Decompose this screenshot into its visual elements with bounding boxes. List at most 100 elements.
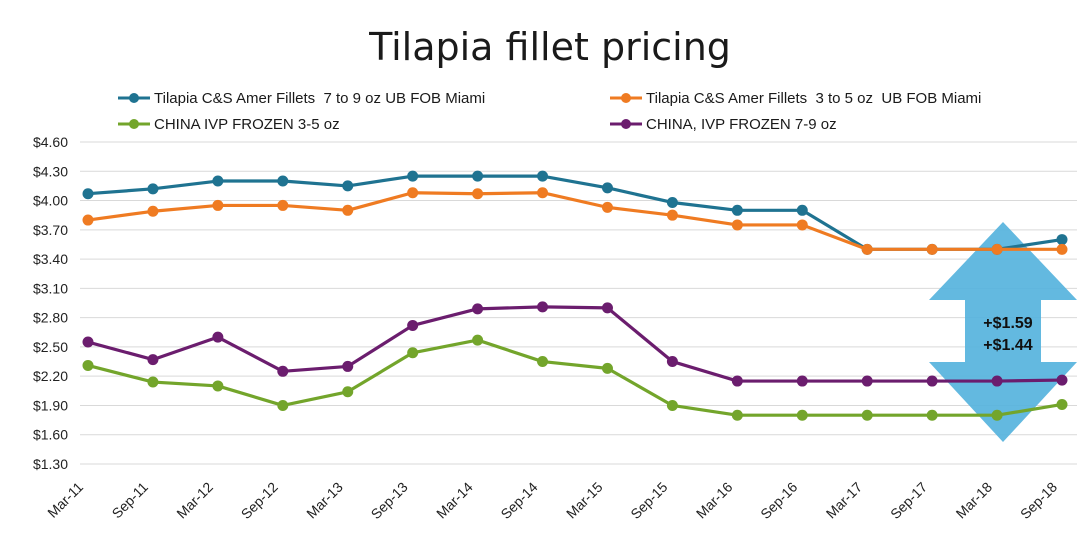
x-tick-label: Sep-12: [238, 479, 281, 522]
data-point: [212, 199, 224, 211]
data-point: [407, 347, 419, 359]
y-tick-label: $4.60: [33, 134, 68, 150]
data-point: [82, 359, 94, 371]
data-point: [472, 303, 484, 315]
data-point: [601, 201, 613, 213]
y-axis: $1.30 $1.60 $1.90 $2.20 $2.50 $2.80 $3.10 $3.40…: [33, 134, 68, 472]
legend-swatch-marker: [129, 119, 139, 129]
data-point: [666, 209, 678, 221]
data-point: [991, 243, 1003, 255]
data-point: [342, 204, 354, 216]
legend-entry: CHINA, IVP FROZEN 7-9 oz: [646, 116, 837, 133]
data-point: [926, 243, 938, 255]
legend: Tilapia C&S Amer Fillets 7 to 9 oz UB FO…: [118, 90, 981, 133]
data-point: [1056, 234, 1068, 246]
data-point: [601, 302, 613, 314]
data-point: [1056, 243, 1068, 255]
data-point: [472, 188, 484, 200]
y-tick-label: $4.30: [33, 163, 68, 179]
y-tick-label: $1.90: [33, 397, 68, 413]
data-point: [861, 375, 873, 387]
data-point: [472, 170, 484, 182]
legend-swatch-marker: [621, 119, 631, 129]
data-point: [796, 219, 808, 231]
annotation-label: +$1.44: [983, 337, 1032, 354]
y-tick-label: $1.60: [33, 427, 68, 443]
annotation-label: +$1.59: [983, 315, 1032, 332]
x-tick-label: Sep-16: [757, 479, 800, 522]
data-point: [666, 356, 678, 368]
series-line-1: [87, 191, 1062, 251]
data-point: [991, 375, 1003, 387]
data-point: [1056, 398, 1068, 410]
data-point: [537, 170, 549, 182]
data-point: [537, 301, 549, 313]
y-tick-label: $2.80: [33, 310, 68, 326]
data-point: [407, 187, 419, 199]
x-tick-label: Mar-13: [303, 479, 346, 522]
x-tick-label: Mar-17: [823, 479, 866, 522]
data-point: [731, 219, 743, 231]
data-point: [82, 336, 94, 348]
series-line-2: [87, 338, 1063, 417]
data-point: [212, 380, 224, 392]
x-tick-label: Sep-18: [1017, 479, 1060, 522]
series-layer: [82, 170, 1068, 421]
data-point: [147, 354, 159, 366]
data-point: [861, 243, 873, 255]
data-point: [796, 204, 808, 216]
data-point: [796, 375, 808, 387]
data-point: [342, 360, 354, 372]
data-point: [926, 375, 938, 387]
data-point: [82, 188, 94, 200]
data-point: [666, 399, 678, 411]
data-point: [147, 183, 159, 195]
x-tick-label: Sep-14: [497, 479, 540, 522]
data-point: [212, 331, 224, 343]
data-point: [731, 375, 743, 387]
data-point: [277, 199, 289, 211]
y-tick-label: $3.10: [33, 280, 68, 296]
x-tick-label: Mar-16: [693, 479, 736, 522]
data-point: [212, 175, 224, 187]
data-point: [472, 334, 484, 346]
x-tick-label: Sep-11: [109, 479, 152, 522]
data-point: [342, 180, 354, 192]
x-tick-label: Mar-15: [563, 479, 606, 522]
chart-title: Tilapia fillet pricing: [368, 25, 731, 69]
legend-swatch-marker: [129, 93, 139, 103]
data-point: [861, 409, 873, 421]
data-point: [601, 182, 613, 194]
legend-swatch-marker: [621, 93, 631, 103]
x-tick-label: Mar-11: [44, 479, 86, 521]
data-point: [601, 362, 613, 374]
data-point: [277, 399, 289, 411]
x-tick-label: Mar-18: [953, 479, 996, 522]
y-tick-label: $1.30: [33, 456, 68, 472]
data-point: [537, 187, 549, 199]
data-point: [731, 204, 743, 216]
data-point: [342, 386, 354, 398]
data-point: [147, 376, 159, 388]
y-tick-label: $2.20: [33, 368, 68, 384]
x-tick-label: Sep-13: [368, 479, 411, 522]
data-point: [147, 205, 159, 217]
series-line-3: [87, 305, 1063, 383]
annotation-layer: +$1.59 +$1.44: [983, 315, 1032, 354]
y-tick-label: $3.40: [33, 251, 68, 267]
x-tick-label: Sep-17: [887, 479, 930, 522]
data-point: [82, 214, 94, 226]
data-point: [731, 409, 743, 421]
data-point: [277, 175, 289, 187]
data-point: [277, 365, 289, 377]
data-point: [1056, 374, 1068, 386]
data-point: [537, 356, 549, 368]
x-axis: Mar-11 Sep-11 Mar-12 Sep-12 Mar-13 Sep-13 Mar-…: [44, 479, 1060, 522]
annotation-arrow: [929, 222, 1077, 442]
series-line-0: [87, 174, 1063, 251]
data-point: [926, 409, 938, 421]
x-tick-label: Mar-12: [173, 479, 216, 522]
legend-entry: CHINA IVP FROZEN 3-5 oz: [154, 116, 340, 133]
legend-entry: Tilapia C&S Amer Fillets 7 to 9 oz UB FO…: [154, 90, 485, 107]
